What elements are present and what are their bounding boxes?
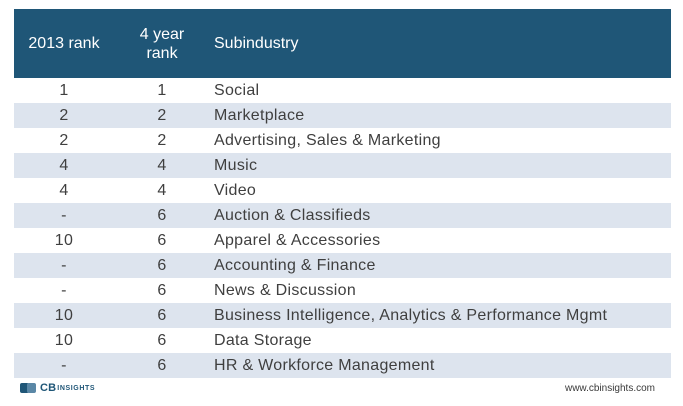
cell-2013-rank: 10: [54, 231, 74, 249]
table-row: 4 4 Video: [14, 178, 671, 203]
cell-subindustry: Business Intelligence, Analytics & Perfo…: [214, 306, 608, 324]
cell-subindustry: Accounting & Finance: [214, 256, 376, 274]
cell-subindustry: Music: [214, 156, 258, 174]
cell-4-year-rank: 6: [157, 281, 167, 299]
cell-4-year-rank: 2: [157, 131, 167, 149]
cell-subindustry: Video: [214, 181, 257, 199]
cell-4-year-rank: 6: [157, 231, 167, 249]
cell-4-year-rank: 6: [157, 306, 167, 324]
cell-subindustry: News & Discussion: [214, 281, 357, 299]
cell-2013-rank: 2: [59, 131, 69, 149]
cell-subindustry: HR & Workforce Management: [214, 356, 435, 374]
cell-2013-rank: -: [61, 206, 67, 224]
cell-4-year-rank: 6: [157, 206, 167, 224]
table-row: - 6 HR & Workforce Management: [14, 353, 671, 378]
logo-cb-text: CB: [40, 382, 57, 394]
logo-insights-text: INSIGHTS: [57, 384, 96, 392]
cell-2013-rank: -: [61, 281, 67, 299]
header-row: 2013 rank 4 year rank Subindustry: [14, 9, 671, 78]
cb-insights-logo: CB INSIGHTS: [20, 381, 95, 395]
header-2013-rank: 2013 rank: [28, 35, 100, 52]
table-row: 4 4 Music: [14, 153, 671, 178]
cell-subindustry: Social: [214, 81, 260, 99]
table-row: 1 1 Social: [14, 78, 671, 103]
cell-4-year-rank: 4: [157, 156, 167, 174]
cell-4-year-rank: 2: [157, 106, 167, 124]
cell-2013-rank: 10: [54, 306, 74, 324]
cell-4-year-rank: 1: [157, 81, 167, 99]
ranking-table: 2013 rank 4 year rank Subindustry 1 1 Soci…: [14, 9, 671, 378]
site-url: www.cbinsights.com: [564, 383, 655, 394]
cell-4-year-rank: 4: [157, 181, 167, 199]
cell-subindustry: Data Storage: [214, 331, 312, 349]
table-row: 10 6 Apparel & Accessories: [14, 228, 671, 253]
cell-subindustry: Advertising, Sales & Marketing: [214, 131, 441, 149]
cb-logo-mark-icon: [20, 381, 38, 395]
table-row: - 6 Auction & Classifieds: [14, 203, 671, 228]
cell-2013-rank: 2: [59, 106, 69, 124]
table-header: 2013 rank 4 year rank Subindustry: [14, 9, 671, 78]
cell-2013-rank: 1: [59, 81, 69, 99]
cell-4-year-rank: 6: [157, 256, 167, 274]
ranking-table-container: 2013 rank 4 year rank Subindustry 1 1 Soci…: [14, 9, 671, 378]
header-4-year-rank-line1: 4 year: [139, 25, 185, 43]
table-row: 2 2 Advertising, Sales & Marketing: [14, 128, 671, 153]
cell-2013-rank: 10: [54, 331, 74, 349]
cell-4-year-rank: 6: [157, 356, 167, 374]
table-row: 10 6 Data Storage: [14, 328, 671, 353]
cell-2013-rank: -: [61, 356, 67, 374]
table-row: 2 2 Marketplace: [14, 103, 671, 128]
table-row: - 6 Accounting & Finance: [14, 253, 671, 278]
cell-subindustry: Apparel & Accessories: [214, 231, 381, 249]
cell-subindustry: Marketplace: [214, 106, 305, 124]
header-4-year-rank-line2: rank: [146, 44, 178, 62]
header-4-year-rank: 4 year rank: [114, 9, 210, 78]
cell-2013-rank: 4: [59, 156, 69, 174]
cell-2013-rank: 4: [59, 181, 69, 199]
table-body: 1 1 Social 2 2 Marketplace 2 2 Advertising, Sale…: [14, 78, 671, 378]
table-row: 10 6 Business Intelligence, Analytics & Pe…: [14, 303, 671, 328]
footer: CB INSIGHTS www.cbinsights.com: [14, 380, 671, 400]
table-row: - 6 News & Discussion: [14, 278, 671, 303]
cell-2013-rank: -: [61, 256, 67, 274]
cell-4-year-rank: 6: [157, 331, 167, 349]
cell-subindustry: Auction & Classifieds: [214, 206, 371, 224]
header-subindustry: Subindustry: [214, 35, 299, 52]
